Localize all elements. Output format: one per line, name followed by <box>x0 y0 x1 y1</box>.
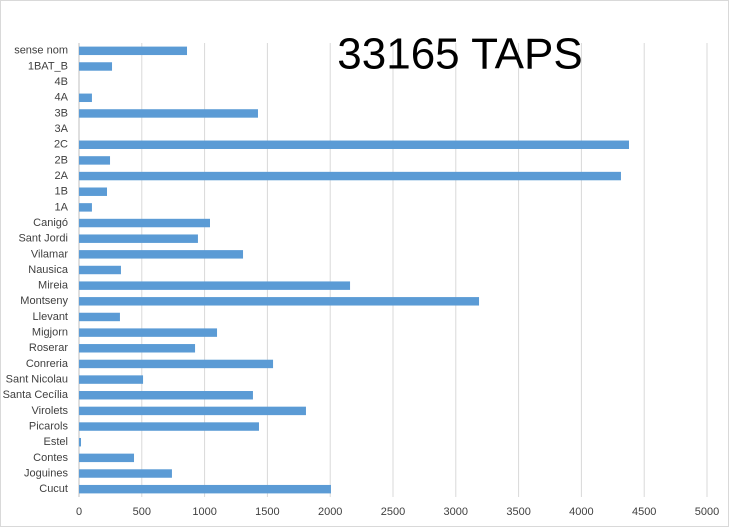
y-tick-label: Roserar <box>29 342 68 354</box>
x-tick-label: 0 <box>76 506 82 518</box>
y-tick-label: 1B <box>55 186 68 198</box>
bar <box>79 422 259 431</box>
y-tick-label: Canigó <box>33 217 68 229</box>
y-tick-label: Joguines <box>24 467 69 479</box>
y-tick-label: Vilamar <box>31 248 68 260</box>
y-tick-label: 1BAT_B <box>28 60 68 72</box>
y-tick-label: 4B <box>55 76 68 88</box>
bar <box>79 187 108 196</box>
bar <box>79 203 92 212</box>
x-tick-label: 2000 <box>318 506 342 518</box>
bar <box>79 265 121 275</box>
bar <box>79 312 120 322</box>
bar <box>79 391 253 400</box>
bar <box>79 344 196 353</box>
bar <box>79 281 351 290</box>
y-tick-label: Nausica <box>28 264 69 276</box>
chart-title: 33165 TAPS <box>337 30 582 79</box>
bar <box>79 297 480 306</box>
x-tick-label: 4000 <box>569 506 593 518</box>
bar <box>79 46 188 56</box>
y-tick-label: Contes <box>33 452 68 464</box>
x-tick-label: 2500 <box>381 506 405 518</box>
bar <box>79 406 306 416</box>
y-tick-label: Montseny <box>20 295 68 307</box>
bar <box>79 484 331 494</box>
y-tick-label: Virolets <box>32 405 69 417</box>
bar <box>79 234 198 243</box>
bar <box>79 156 111 165</box>
y-tick-label: 2A <box>55 170 69 182</box>
bar <box>79 250 244 259</box>
y-tick-label: 1A <box>55 201 69 213</box>
x-tick-label: 1000 <box>192 506 216 518</box>
y-tick-label: Mireia <box>38 280 69 292</box>
y-tick-label: 4A <box>55 92 69 104</box>
x-tick-label: 500 <box>133 506 151 518</box>
bar <box>79 140 630 149</box>
y-tick-label: Estel <box>44 436 68 448</box>
x-tick-label: 3500 <box>506 506 530 518</box>
bar <box>79 218 211 228</box>
x-tick-label: 1500 <box>255 506 279 518</box>
x-tick-label: 3000 <box>444 506 468 518</box>
bar <box>79 62 113 71</box>
y-tick-label: Cucut <box>39 483 68 495</box>
x-tick-label: 4500 <box>632 506 656 518</box>
bar <box>79 437 82 447</box>
y-tick-label: 2C <box>54 139 68 151</box>
bar <box>79 453 135 463</box>
y-tick-label: Sant Nicolau <box>6 373 68 385</box>
y-tick-label: Llevant <box>33 311 68 323</box>
bar <box>79 93 92 103</box>
bar <box>79 359 274 369</box>
bar <box>79 328 218 337</box>
bar <box>79 171 621 181</box>
bar <box>79 109 258 118</box>
bar <box>79 375 144 384</box>
x-tick-label: 5000 <box>695 506 719 518</box>
y-tick-label: 3B <box>55 107 68 119</box>
bar <box>79 469 172 478</box>
y-tick-label: 3A <box>55 123 69 135</box>
y-tick-label: Conreria <box>26 358 69 370</box>
y-tick-label: Picarols <box>29 420 69 432</box>
y-tick-label: Santa Cecília <box>3 389 69 401</box>
y-tick-label: 2B <box>55 154 68 166</box>
y-tick-label: sense nom <box>14 45 68 57</box>
y-tick-label: Migjorn <box>32 327 68 339</box>
y-tick-label: Sant Jordi <box>18 233 68 245</box>
